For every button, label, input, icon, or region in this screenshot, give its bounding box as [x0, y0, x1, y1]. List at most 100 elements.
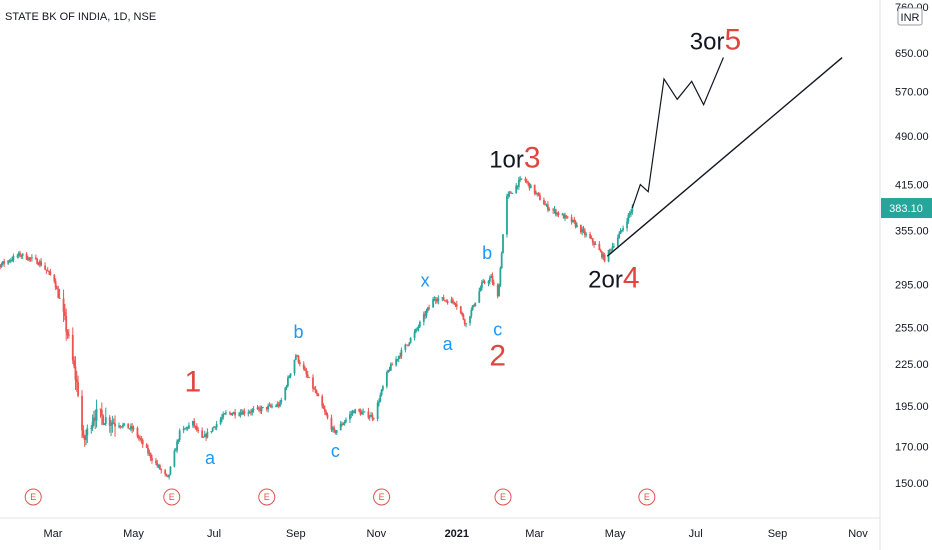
candle-body	[536, 192, 539, 194]
candle-body	[544, 204, 547, 206]
candle-body	[462, 314, 465, 320]
candle	[556, 212, 559, 217]
candle-body	[316, 392, 318, 395]
candle	[417, 324, 420, 332]
candle-body	[471, 305, 474, 310]
candle-body	[17, 252, 20, 256]
candle-body	[585, 234, 588, 236]
candle-body	[230, 413, 233, 416]
candle-body	[574, 221, 577, 227]
candle	[193, 418, 196, 429]
candle	[585, 232, 588, 238]
candle	[565, 215, 568, 219]
time-tick-label: Mar	[44, 528, 63, 540]
candle	[151, 454, 153, 464]
earnings-marker-circle	[258, 488, 276, 506]
candle-body	[483, 281, 486, 284]
time-axis[interactable]: Mar May Jul Sep Nov 2021 Mar May Jul Sep Nov	[44, 528, 869, 540]
candle	[57, 285, 60, 299]
candle	[37, 261, 40, 266]
candle	[122, 422, 124, 429]
candle-body	[352, 411, 355, 413]
candle-body	[176, 441, 178, 451]
candle	[413, 329, 416, 341]
candle	[1, 261, 4, 266]
candle-body	[275, 406, 277, 408]
candle	[0, 262, 3, 268]
candle	[554, 208, 557, 217]
candle-body	[280, 399, 283, 403]
price-tick-label: 570.00	[895, 87, 929, 99]
candle-body	[49, 271, 52, 275]
candle-body	[426, 307, 429, 311]
candle	[548, 207, 551, 212]
candle-body	[339, 423, 342, 431]
candle	[137, 434, 140, 441]
candle-body	[85, 435, 87, 441]
candle-body	[437, 298, 440, 301]
candle	[275, 404, 277, 408]
candle-body	[502, 234, 504, 254]
candle	[228, 411, 231, 415]
candle-body	[454, 303, 457, 305]
wave-label: c	[493, 320, 502, 340]
candle-body	[86, 428, 89, 436]
candle	[598, 240, 601, 251]
candle-body	[211, 427, 214, 432]
earnings-marker: E	[638, 488, 656, 506]
candle	[483, 279, 486, 285]
candle-body	[12, 255, 15, 260]
candle	[289, 373, 292, 379]
candle-body	[510, 192, 512, 194]
candle	[502, 234, 504, 254]
candle-body	[506, 195, 508, 235]
wave-label: 1	[185, 365, 202, 398]
candle-body	[496, 284, 499, 297]
price-tick-label: 255.00	[895, 322, 929, 334]
candle	[496, 283, 499, 299]
candle-body	[118, 425, 120, 427]
candle	[446, 299, 449, 305]
candle-body	[271, 406, 273, 408]
candle	[351, 409, 354, 417]
candle	[570, 214, 573, 225]
candle-body	[363, 411, 366, 413]
earnings-marker-circle	[638, 488, 656, 506]
earnings-marker-circle	[24, 488, 42, 506]
candle	[252, 406, 255, 413]
candle	[293, 359, 296, 376]
candle	[45, 269, 48, 274]
candle-body	[474, 302, 477, 307]
candle	[114, 415, 116, 437]
wave-label: a	[205, 448, 216, 468]
candle	[123, 423, 126, 427]
currency-badge[interactable]: INR	[897, 7, 923, 26]
candle-body	[294, 355, 297, 360]
candle-body	[156, 463, 159, 466]
candle	[444, 300, 446, 302]
candle-body	[553, 209, 556, 211]
candle	[8, 259, 11, 263]
price-axis[interactable]: 760.00650.00570.00490.00415.00355.00295.…	[895, 2, 929, 490]
candle-body	[463, 319, 466, 324]
candle	[149, 452, 152, 462]
candle	[544, 201, 547, 206]
candle	[102, 414, 105, 426]
candle	[188, 422, 190, 430]
candle	[312, 374, 314, 392]
candle-body	[193, 420, 196, 426]
candle	[104, 407, 107, 426]
candle	[62, 289, 65, 322]
candle	[479, 285, 482, 292]
candle	[557, 211, 560, 218]
candle-body	[317, 394, 320, 397]
candle-body	[622, 228, 624, 230]
candle-body	[380, 389, 383, 396]
candle	[67, 329, 70, 339]
candle	[7, 259, 10, 266]
candle	[594, 241, 597, 245]
candle	[622, 225, 624, 232]
candle-body	[628, 213, 631, 215]
candle-body	[44, 265, 46, 270]
